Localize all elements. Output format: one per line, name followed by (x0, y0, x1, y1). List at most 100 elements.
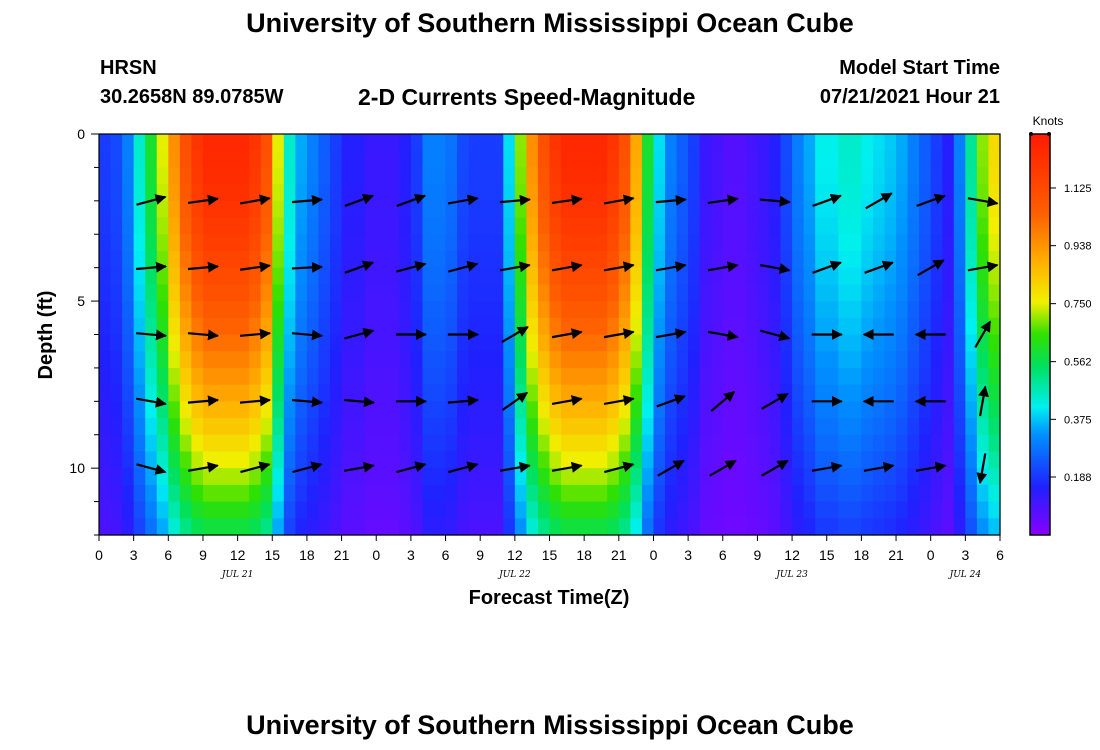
heatmap-cell (665, 518, 678, 536)
heatmap-cell (341, 367, 354, 386)
heatmap-cell (838, 217, 851, 235)
heatmap-cell (491, 317, 504, 336)
heatmap-cell (676, 134, 689, 152)
heatmap-cell (757, 351, 770, 369)
heatmap-cell (584, 134, 597, 152)
heatmap-cell (665, 334, 678, 352)
heatmap-cell (665, 250, 678, 269)
heatmap-cell (942, 234, 955, 252)
x-tick-label: 0 (650, 547, 658, 563)
heatmap-cell (503, 234, 516, 252)
heatmap-cell (376, 150, 389, 169)
heatmap-cell (226, 484, 239, 503)
heatmap-cell (930, 301, 943, 319)
heatmap-cell (896, 317, 909, 336)
heatmap-cell (884, 301, 897, 319)
heatmap-cell (514, 301, 527, 319)
heatmap-cell (584, 367, 597, 386)
heatmap-cell (295, 451, 308, 469)
heatmap-cell (699, 418, 712, 436)
heatmap-cell (572, 301, 585, 319)
heatmap-cell (457, 217, 470, 235)
heatmap-cell (803, 384, 816, 402)
heatmap-cell (353, 501, 366, 519)
heatmap-cell (665, 200, 678, 219)
heatmap-cell (780, 217, 793, 235)
heatmap-cell (630, 434, 643, 453)
current-vector (603, 395, 635, 406)
heatmap-cell (306, 317, 320, 336)
heatmap-cell (792, 351, 805, 369)
heatmap-cell (618, 301, 631, 319)
heatmap-cell (433, 250, 447, 269)
heatmap-cell (942, 351, 955, 369)
heatmap-cell (641, 384, 655, 402)
heatmap-cell (722, 301, 735, 319)
heatmap-cell (480, 317, 493, 336)
heatmap-cell (965, 334, 978, 352)
heatmap-cell (688, 267, 701, 285)
heatmap-cell (122, 200, 135, 219)
heatmap-cell (965, 200, 978, 219)
heatmap-cell (330, 434, 343, 453)
heatmap-cell (630, 167, 643, 185)
heatmap-cell (849, 301, 862, 319)
heatmap-cell (549, 284, 562, 302)
heatmap-cell (907, 484, 920, 503)
heatmap-cell (110, 484, 123, 503)
heatmap-cell (561, 501, 574, 519)
heatmap-cell (907, 434, 920, 453)
heatmap-cell (676, 484, 689, 503)
heatmap-cell (792, 401, 805, 419)
heatmap-cell (433, 301, 447, 319)
heatmap-cell (179, 250, 193, 269)
heatmap-cell (676, 301, 689, 319)
heatmap-cell (711, 250, 724, 269)
heatmap-cell (584, 384, 597, 402)
heatmap-cell (595, 434, 608, 453)
heatmap-cell (526, 351, 539, 369)
heatmap-cell (318, 334, 331, 352)
heatmap-cell (122, 384, 135, 402)
heatmap-cell (607, 434, 620, 453)
heatmap-cell (653, 518, 666, 536)
heatmap-cell (283, 451, 296, 469)
current-vector (811, 461, 843, 473)
heatmap-cell (387, 250, 400, 269)
heatmap-cell (283, 434, 296, 453)
heatmap-cell (653, 484, 666, 503)
x-tick-label: 0 (372, 547, 380, 563)
heatmap-cell (930, 150, 943, 169)
heatmap-cell (156, 367, 169, 386)
heatmap-cell (99, 217, 112, 235)
heatmap-cell (965, 301, 978, 319)
heatmap-cell (341, 317, 354, 336)
heatmap-cell (653, 334, 666, 352)
x-tick-label: 12 (784, 547, 800, 563)
heatmap-cell (122, 401, 135, 419)
heatmap-cell (214, 518, 227, 536)
heatmap-cell (803, 401, 816, 419)
heatmap-cell (953, 434, 966, 453)
heatmap-cell (202, 301, 216, 319)
heatmap-cell (688, 184, 701, 202)
heatmap-cell (99, 384, 112, 402)
heatmap-cell (630, 418, 643, 436)
heatmap-cell (422, 217, 435, 235)
heatmap-cell (561, 234, 574, 252)
heatmap-cell (561, 451, 574, 469)
heatmap-cell (896, 468, 909, 486)
heatmap-cell (480, 484, 493, 503)
heatmap-cell (572, 334, 585, 352)
heatmap-cell (896, 351, 909, 369)
heatmap-cell (168, 267, 181, 285)
heatmap-cell (872, 418, 886, 436)
heatmap-cell (826, 284, 839, 302)
current-vector (396, 193, 427, 207)
heatmap-cell (768, 518, 782, 536)
heatmap-cell (965, 367, 978, 386)
heatmap-cell (145, 367, 158, 386)
x-tick-label: 3 (130, 547, 138, 563)
heatmap-cell (318, 351, 331, 369)
page-title-top: University of Southern Mississippi Ocean… (246, 8, 854, 38)
